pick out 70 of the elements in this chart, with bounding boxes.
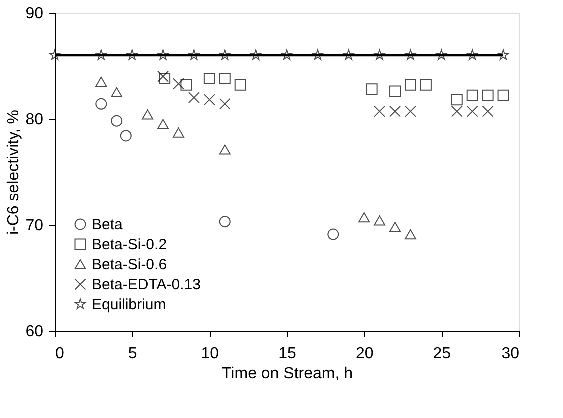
point bbox=[466, 90, 478, 102]
point bbox=[219, 98, 231, 110]
point bbox=[498, 90, 510, 102]
x-tick-label: 30 bbox=[502, 346, 520, 362]
point bbox=[498, 50, 510, 60]
point bbox=[282, 50, 292, 60]
point bbox=[111, 87, 123, 98]
point bbox=[420, 79, 432, 91]
point bbox=[404, 79, 416, 91]
legend-label: Beta-EDTA-0.13 bbox=[92, 276, 201, 294]
point bbox=[250, 50, 262, 60]
x-tick-label: 0 bbox=[56, 346, 64, 362]
x-tick-label: 10 bbox=[201, 346, 220, 362]
point bbox=[451, 106, 463, 118]
point bbox=[390, 106, 402, 118]
point bbox=[158, 119, 170, 130]
point bbox=[374, 106, 386, 118]
y-tick-label: 90 bbox=[26, 6, 44, 22]
point bbox=[404, 230, 416, 240]
point bbox=[467, 50, 478, 60]
legend-label: Equilibrium bbox=[92, 296, 166, 314]
point bbox=[374, 216, 386, 226]
y-tick-label: 70 bbox=[26, 218, 44, 234]
x-tick-label: 15 bbox=[278, 346, 296, 362]
legend-label: Beta-Si-0.2 bbox=[92, 236, 168, 254]
point bbox=[358, 212, 370, 223]
y-tick-label: 60 bbox=[26, 324, 44, 340]
point bbox=[328, 228, 340, 240]
y-axis-title: i-C6 selectivity, % bbox=[6, 110, 23, 236]
x-tick-label: 5 bbox=[128, 346, 138, 362]
point bbox=[96, 50, 107, 60]
point bbox=[204, 94, 216, 106]
point bbox=[390, 86, 402, 98]
point bbox=[204, 72, 216, 84]
point bbox=[312, 50, 324, 60]
point bbox=[405, 50, 416, 60]
x-axis-title: Time on Stream, h bbox=[222, 366, 354, 382]
x-tick-label: 20 bbox=[356, 346, 374, 362]
point bbox=[180, 79, 192, 91]
legend-label: Beta-Si-0.6 bbox=[92, 256, 168, 274]
point bbox=[234, 79, 246, 91]
point bbox=[188, 92, 200, 104]
point bbox=[96, 76, 108, 87]
point bbox=[172, 78, 184, 90]
point bbox=[404, 106, 416, 118]
point bbox=[219, 216, 231, 228]
point bbox=[142, 110, 154, 120]
point bbox=[172, 128, 184, 138]
point bbox=[466, 106, 478, 118]
point bbox=[436, 50, 448, 60]
point bbox=[220, 50, 231, 60]
point bbox=[482, 106, 494, 118]
point bbox=[374, 50, 386, 60]
point bbox=[50, 50, 60, 60]
point bbox=[158, 50, 169, 60]
point bbox=[111, 115, 123, 127]
point bbox=[390, 222, 402, 232]
point bbox=[126, 50, 138, 60]
point bbox=[120, 130, 132, 142]
point bbox=[343, 50, 354, 60]
point bbox=[451, 94, 463, 106]
point bbox=[188, 50, 200, 60]
point bbox=[366, 84, 378, 96]
point bbox=[219, 144, 231, 155]
x-tick-label: 25 bbox=[433, 346, 452, 362]
legend-label: Beta bbox=[92, 216, 124, 234]
point bbox=[219, 72, 231, 84]
point bbox=[482, 90, 494, 102]
point bbox=[96, 98, 108, 110]
y-tick-label: 80 bbox=[26, 112, 44, 128]
